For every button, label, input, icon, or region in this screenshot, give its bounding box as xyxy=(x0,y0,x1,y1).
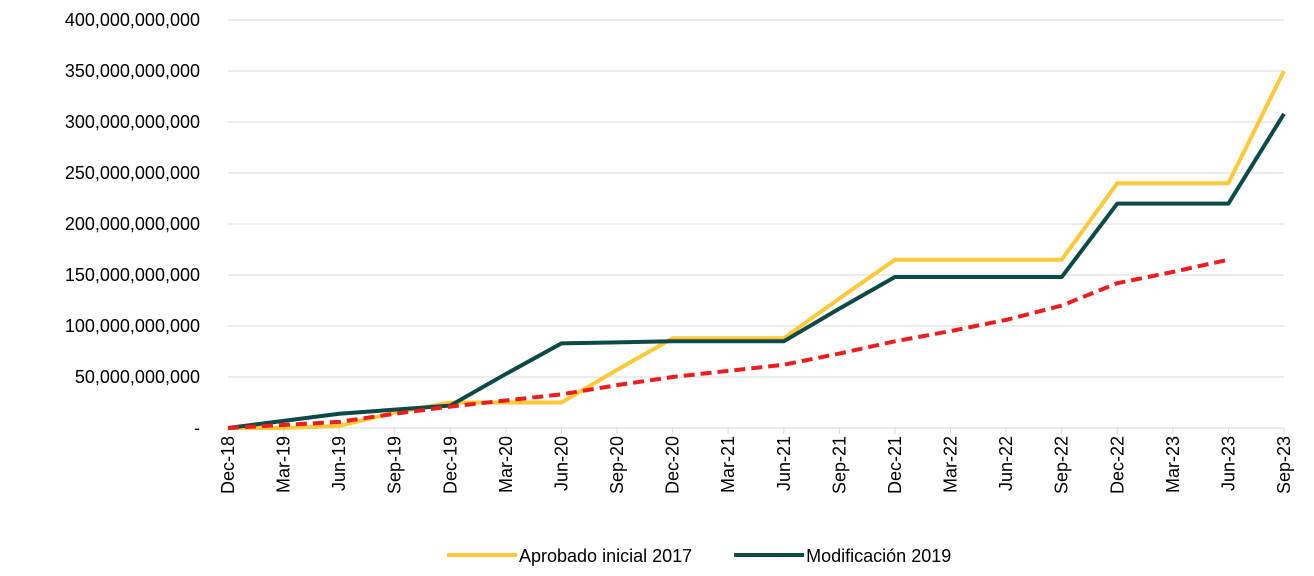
x-tick-label: Sep-20 xyxy=(607,436,627,494)
x-tick-label: Jun-23 xyxy=(1218,436,1238,491)
legend-label: Modificación 2019 xyxy=(806,546,951,566)
y-tick-label: 250,000,000,000 xyxy=(65,163,200,183)
x-tick-label: Sep-21 xyxy=(829,436,849,494)
y-tick-label: 300,000,000,000 xyxy=(65,112,200,132)
x-tick-label: Dec-18 xyxy=(218,436,238,494)
series-line xyxy=(228,70,1286,430)
x-tick-label: Dec-20 xyxy=(663,436,683,494)
x-tick-label: Dec-21 xyxy=(885,436,905,494)
y-tick-label: - xyxy=(194,418,200,438)
x-tick-label: Jun-20 xyxy=(551,436,571,491)
y-tick-label: 350,000,000,000 xyxy=(65,61,200,81)
legend-label: Aprobado inicial 2017 xyxy=(519,546,692,566)
x-tick-label: Mar-20 xyxy=(496,436,516,493)
x-tick-label: Dec-19 xyxy=(440,436,460,494)
x-tick-label: Jun-21 xyxy=(774,436,794,491)
x-tick-label: Jun-22 xyxy=(996,436,1016,491)
x-tick-label: Sep-23 xyxy=(1274,436,1294,494)
y-tick-label: 200,000,000,000 xyxy=(65,214,200,234)
y-tick-label: 400,000,000,000 xyxy=(65,10,200,30)
x-tick-label: Sep-19 xyxy=(385,436,405,494)
x-tick-label: Mar-21 xyxy=(718,436,738,493)
x-tick-label: Mar-19 xyxy=(274,436,294,493)
x-tick-label: Mar-22 xyxy=(941,436,961,493)
y-tick-label: 50,000,000,000 xyxy=(75,367,200,387)
y-tick-label: 100,000,000,000 xyxy=(65,316,200,336)
x-tick-label: Mar-23 xyxy=(1163,436,1183,493)
x-tick-label: Jun-19 xyxy=(329,436,349,491)
x-tick-label: Dec-22 xyxy=(1107,436,1127,494)
x-tick-label: Sep-22 xyxy=(1052,436,1072,494)
series-line xyxy=(227,257,1229,430)
series-line xyxy=(227,112,1286,430)
y-tick-label: 150,000,000,000 xyxy=(65,265,200,285)
